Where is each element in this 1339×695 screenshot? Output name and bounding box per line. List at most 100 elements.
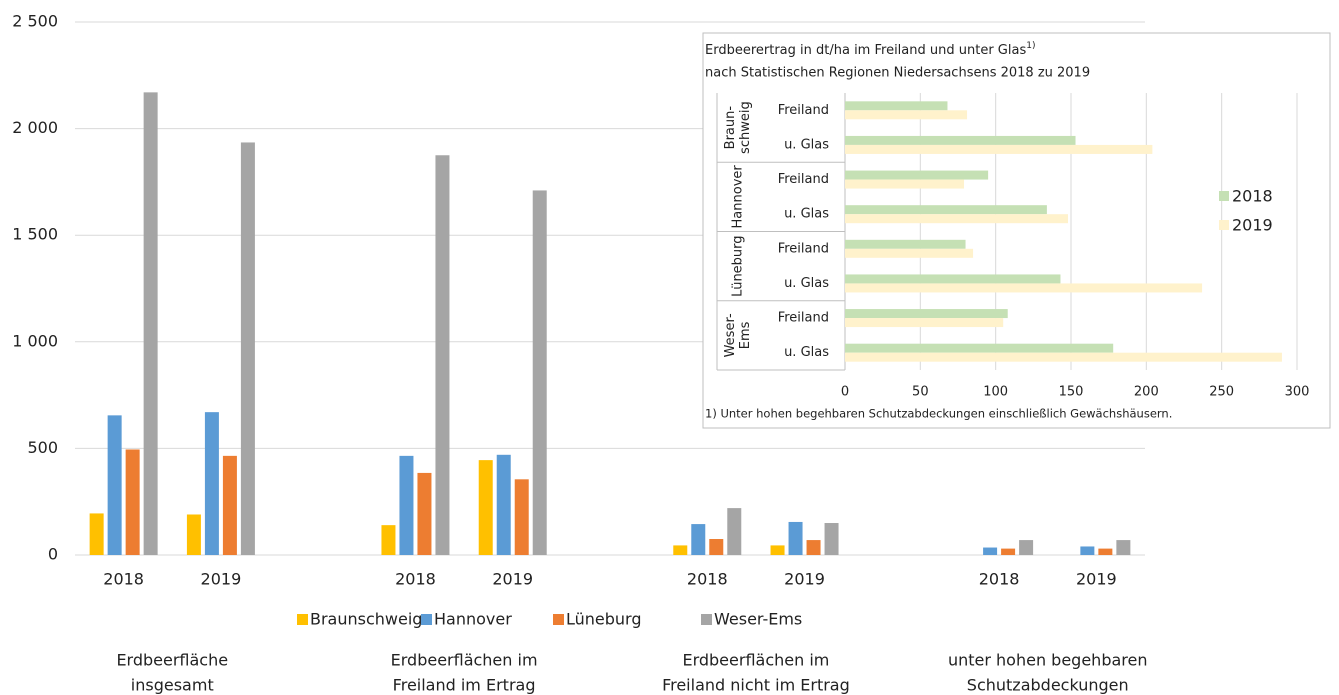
bar (845, 239, 966, 249)
y-tick-label: Freiland (778, 241, 829, 256)
group-label: Freiland im Ertrag (393, 676, 536, 695)
bar (845, 179, 965, 189)
title-note: 1) (1026, 41, 1035, 51)
legend-swatch (1219, 191, 1229, 201)
y-tick-label: 2 500 (12, 12, 58, 31)
bar (186, 514, 201, 555)
bar (240, 142, 255, 555)
bar (691, 524, 706, 555)
x-tick-label: 300 (1285, 385, 1310, 400)
group-label: unter hohen begehbaren (948, 651, 1148, 670)
bar (514, 479, 529, 555)
bar (845, 144, 1153, 154)
bar (845, 352, 1282, 362)
bar (143, 92, 158, 555)
inset-frame (702, 32, 1331, 429)
bar (1080, 546, 1095, 555)
bar (125, 449, 140, 555)
footnote: 1) Unter hohen begehbaren Schutzabdeckun… (705, 407, 1172, 421)
bar (381, 525, 396, 555)
legend-label: Lüneburg (566, 610, 642, 629)
legend-label: Braunschweig (310, 610, 422, 629)
x-tick-label: 50 (912, 385, 929, 400)
legend-swatch (421, 614, 432, 625)
group-label: Schutzabdeckungen (967, 676, 1129, 695)
x-tick-label: 2018 (103, 570, 144, 589)
bar (824, 523, 839, 555)
x-tick-label: 2019 (201, 570, 242, 589)
y-tick-label: 2 000 (12, 118, 58, 137)
bar (204, 412, 219, 555)
bar (845, 343, 1114, 353)
bar (435, 155, 450, 555)
y-tick-label: 0 (48, 545, 58, 564)
inset-title: Erdbeerertrag in dt/ha im Freiland und u… (705, 41, 1035, 58)
bar (532, 190, 547, 556)
bar (222, 455, 237, 555)
y-tick-label: Freiland (778, 103, 829, 118)
y-tick-label: Freiland (778, 172, 829, 187)
group-label: Weser- (723, 313, 738, 357)
legend-label: 2018 (1232, 187, 1273, 206)
legend-swatch (1219, 220, 1229, 230)
x-tick-label: 2018 (979, 570, 1020, 589)
group-label: Freiland nicht im Ertrag (662, 676, 850, 695)
y-tick-label: Freiland (778, 311, 829, 326)
x-tick-label: 2018 (395, 570, 436, 589)
x-tick-label: 2019 (784, 570, 825, 589)
x-tick-label: 150 (1059, 385, 1084, 400)
group-label: Braun- (723, 106, 738, 150)
x-tick-label: 2019 (492, 570, 533, 589)
x-tick-label: 200 (1134, 385, 1159, 400)
bar (399, 455, 414, 555)
group-label: Erdbeerflächen im (682, 651, 829, 670)
legend-label: 2019 (1232, 216, 1273, 235)
bar (770, 545, 785, 555)
inset-subtitle: nach Statistischen Regionen Niedersachse… (705, 66, 1090, 81)
bar (727, 508, 742, 555)
group-label: insgesamt (131, 676, 214, 695)
y-tick-label: 1 500 (12, 225, 58, 244)
bar (673, 545, 688, 555)
bar (845, 110, 968, 120)
bar (845, 274, 1061, 284)
y-tick-label: 1 000 (12, 331, 58, 350)
bar (845, 205, 1047, 215)
bar (845, 135, 1076, 145)
y-tick-label: 500 (27, 438, 58, 457)
group-label: Erdbeerflächen im (391, 651, 538, 670)
x-tick-label: 2019 (1076, 570, 1117, 589)
group-label: Erdbeerfläche (116, 651, 228, 670)
bar (1019, 540, 1034, 555)
y-tick-label: u. Glas (784, 207, 829, 222)
bar (845, 283, 1203, 293)
bar (845, 309, 1008, 319)
bar (1098, 548, 1113, 555)
legend-swatch (297, 614, 308, 625)
y-tick-label: u. Glas (784, 137, 829, 152)
bar (788, 521, 803, 555)
bar (417, 472, 432, 555)
legend-label: Hannover (434, 610, 512, 629)
bar (1001, 548, 1016, 555)
title-text: Erdbeerertrag in dt/ha im Freiland und u… (705, 43, 1026, 58)
bar (845, 101, 948, 111)
bar (107, 415, 122, 555)
bar (89, 513, 104, 555)
y-tick-label: u. Glas (784, 276, 829, 291)
bar (806, 540, 821, 555)
group-label: Hannover (731, 165, 746, 229)
group-label: schweig (738, 101, 753, 154)
legend-swatch (701, 614, 712, 625)
bar (496, 454, 511, 555)
y-tick-label: u. Glas (784, 345, 829, 360)
group-label: Ems (738, 321, 753, 349)
bar (845, 214, 1068, 224)
bar (709, 539, 724, 555)
legend-label: Weser-Ems (714, 610, 802, 629)
bar (845, 248, 974, 258)
x-tick-label: 2018 (687, 570, 728, 589)
group-label: Lüneburg (731, 235, 746, 296)
bar (845, 318, 1004, 328)
